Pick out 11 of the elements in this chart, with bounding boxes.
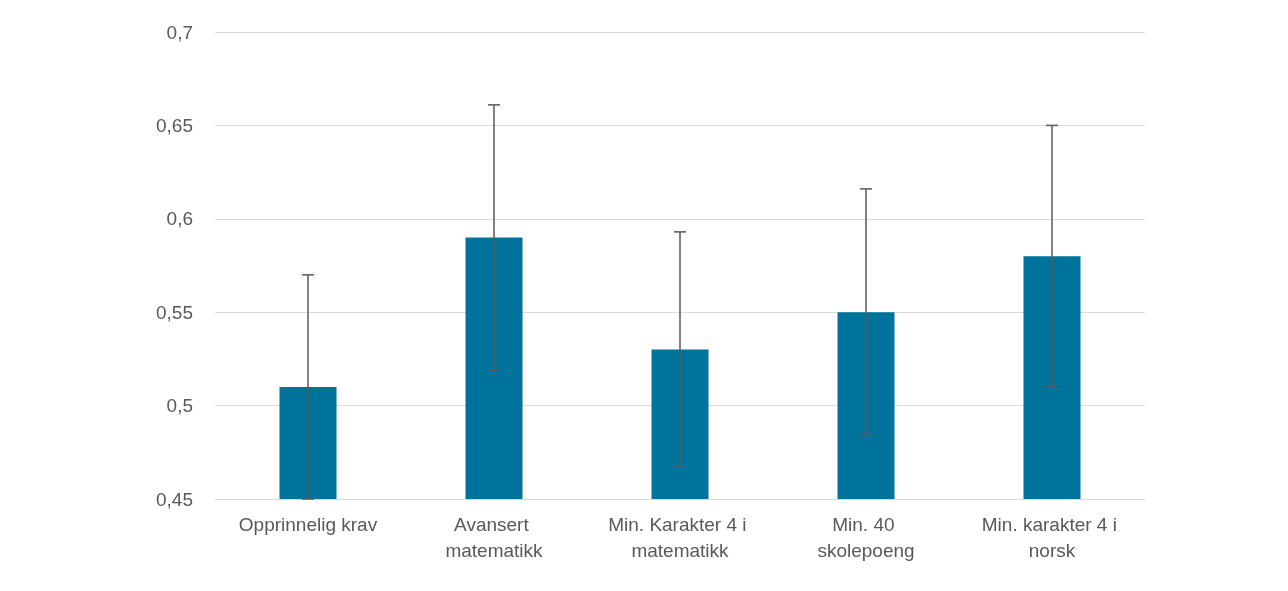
- y-tick-label: 0,45: [156, 488, 193, 510]
- y-tick-label: 0,65: [156, 114, 193, 136]
- x-tick-label: Min. 40 skolepoeng: [817, 513, 915, 561]
- x-tick-label: Min. Karakter 4 i matematikk: [608, 513, 752, 561]
- y-tick-label: 0,55: [156, 301, 193, 323]
- y-tick-label: 0,6: [166, 208, 193, 230]
- y-tick-label: 0,7: [166, 21, 193, 43]
- x-tick-label: Min. karakter 4 i norsk: [981, 513, 1123, 561]
- x-tick-label: Opprinnelig krav: [238, 513, 378, 535]
- x-tick-label: Avansert matematikk: [445, 513, 544, 561]
- y-tick-label: 0,5: [166, 395, 193, 417]
